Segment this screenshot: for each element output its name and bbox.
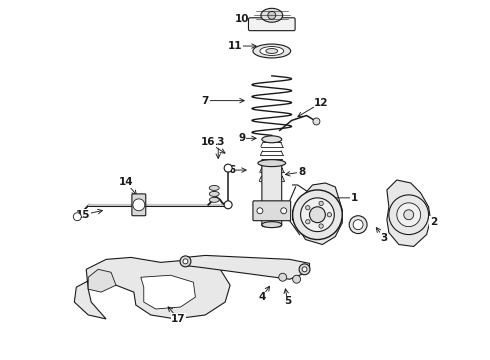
Text: 11: 11	[228, 41, 243, 51]
Text: 8: 8	[298, 167, 305, 177]
Circle shape	[389, 195, 429, 235]
Ellipse shape	[209, 197, 219, 202]
Circle shape	[293, 190, 342, 239]
Circle shape	[306, 206, 310, 210]
Text: 14: 14	[119, 177, 133, 187]
Ellipse shape	[253, 44, 291, 58]
Polygon shape	[387, 180, 431, 247]
Ellipse shape	[266, 49, 278, 54]
Circle shape	[319, 201, 323, 206]
Circle shape	[319, 224, 323, 228]
Text: 1: 1	[350, 193, 358, 203]
Circle shape	[299, 264, 310, 275]
FancyBboxPatch shape	[248, 18, 295, 31]
Text: 5: 5	[284, 296, 291, 306]
Circle shape	[306, 220, 310, 224]
Circle shape	[180, 256, 191, 267]
Circle shape	[224, 164, 232, 172]
Circle shape	[293, 275, 300, 283]
Text: 10: 10	[235, 14, 249, 24]
Circle shape	[302, 267, 307, 272]
FancyBboxPatch shape	[262, 163, 282, 227]
Ellipse shape	[261, 8, 283, 22]
Ellipse shape	[262, 136, 282, 143]
FancyBboxPatch shape	[253, 201, 291, 221]
Circle shape	[183, 259, 188, 264]
Polygon shape	[183, 255, 310, 279]
Circle shape	[404, 210, 414, 220]
Polygon shape	[293, 183, 342, 244]
Text: 6: 6	[228, 165, 236, 175]
Ellipse shape	[258, 159, 286, 167]
Circle shape	[257, 208, 263, 214]
Circle shape	[133, 199, 145, 211]
Circle shape	[327, 212, 332, 217]
Text: 3: 3	[380, 233, 388, 243]
Text: 9: 9	[239, 133, 245, 143]
Circle shape	[268, 11, 276, 19]
Circle shape	[279, 273, 287, 281]
Ellipse shape	[209, 185, 219, 190]
Ellipse shape	[260, 46, 284, 55]
Text: 2: 2	[430, 217, 437, 227]
Circle shape	[300, 198, 334, 231]
Circle shape	[397, 203, 420, 227]
Circle shape	[224, 201, 232, 209]
Text: 17: 17	[171, 314, 186, 324]
Circle shape	[74, 213, 81, 221]
Text: 13: 13	[211, 137, 225, 147]
FancyBboxPatch shape	[132, 194, 146, 216]
Circle shape	[313, 118, 320, 125]
Circle shape	[310, 207, 325, 223]
Ellipse shape	[262, 222, 282, 228]
Polygon shape	[74, 257, 230, 319]
Circle shape	[349, 216, 367, 234]
Circle shape	[353, 220, 363, 230]
Text: 4: 4	[258, 292, 266, 302]
Polygon shape	[88, 269, 116, 292]
Text: 15: 15	[76, 210, 91, 220]
Text: 16: 16	[201, 137, 216, 147]
Ellipse shape	[209, 192, 219, 196]
Circle shape	[281, 208, 287, 214]
Polygon shape	[141, 275, 196, 309]
Text: 7: 7	[201, 96, 209, 105]
Text: 12: 12	[314, 98, 329, 108]
